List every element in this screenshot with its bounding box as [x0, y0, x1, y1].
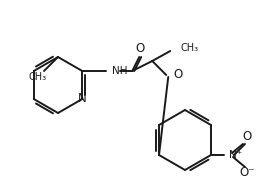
Text: O: O	[242, 130, 252, 143]
Text: NH: NH	[112, 66, 128, 76]
Text: O: O	[136, 43, 145, 56]
Text: CH₃: CH₃	[180, 43, 198, 53]
Text: CH₃: CH₃	[29, 72, 47, 82]
Text: N⁺: N⁺	[229, 150, 242, 160]
Text: O⁻: O⁻	[239, 167, 255, 180]
Text: N: N	[78, 92, 87, 105]
Text: O: O	[173, 68, 183, 81]
